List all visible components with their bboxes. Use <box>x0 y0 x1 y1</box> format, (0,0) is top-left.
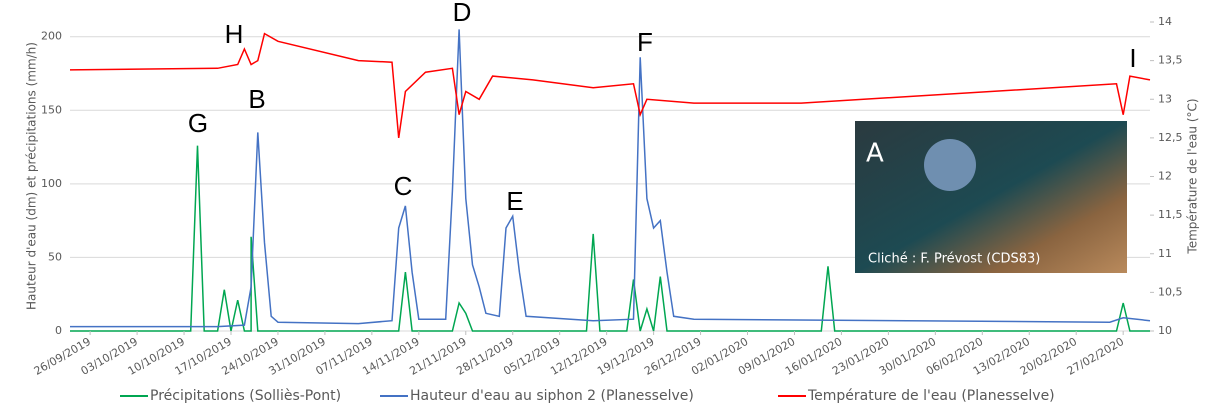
y2-axis-label: Température de l'eau (°C) <box>1186 98 1200 254</box>
y-tick-label: 100 <box>41 177 62 190</box>
y2-tick-label: 10,5 <box>1158 285 1183 298</box>
legend-label: Température de l'eau (Planesselve) <box>807 388 1055 404</box>
annotation: D <box>453 0 472 27</box>
y2-tick-label: 10 <box>1158 324 1172 337</box>
series-line <box>69 32 1151 139</box>
photo-helmet <box>924 139 976 191</box>
y2-tick-label: 13,5 <box>1158 54 1183 67</box>
legend-label: Précipitations (Solliès-Pont) <box>150 388 341 404</box>
inset-caption: Cliché : F. Prévost (CDS83) <box>868 252 1040 267</box>
y2-tick-label: 14 <box>1158 15 1172 28</box>
y2-tick-label: 11 <box>1158 247 1172 260</box>
y2-tick-label: 13 <box>1158 92 1172 105</box>
y-tick-label: 150 <box>41 103 62 116</box>
y-tick-label: 50 <box>48 250 62 263</box>
y2-tick-label: 12 <box>1158 170 1172 183</box>
annotation: I <box>1129 43 1136 73</box>
annotation: E <box>506 186 523 216</box>
y-tick-label: 200 <box>41 30 62 43</box>
y-axis-label: Hauteur d'eau (dm) et précipitations (mm… <box>25 42 39 310</box>
annotation: C <box>394 171 413 201</box>
photo <box>855 121 1127 273</box>
annotation: F <box>637 27 653 57</box>
series-line <box>70 29 1151 328</box>
annotation: H <box>225 19 244 49</box>
legend-label: Hauteur d'eau au siphon 2 (Planesselve) <box>410 388 694 404</box>
annotation: G <box>188 108 208 138</box>
y2-tick-label: 12,5 <box>1158 131 1183 144</box>
y-tick-label: 0 <box>55 324 62 337</box>
inset-label: A <box>866 139 884 169</box>
y2-tick-label: 11,5 <box>1158 208 1183 221</box>
annotation: B <box>248 84 265 114</box>
